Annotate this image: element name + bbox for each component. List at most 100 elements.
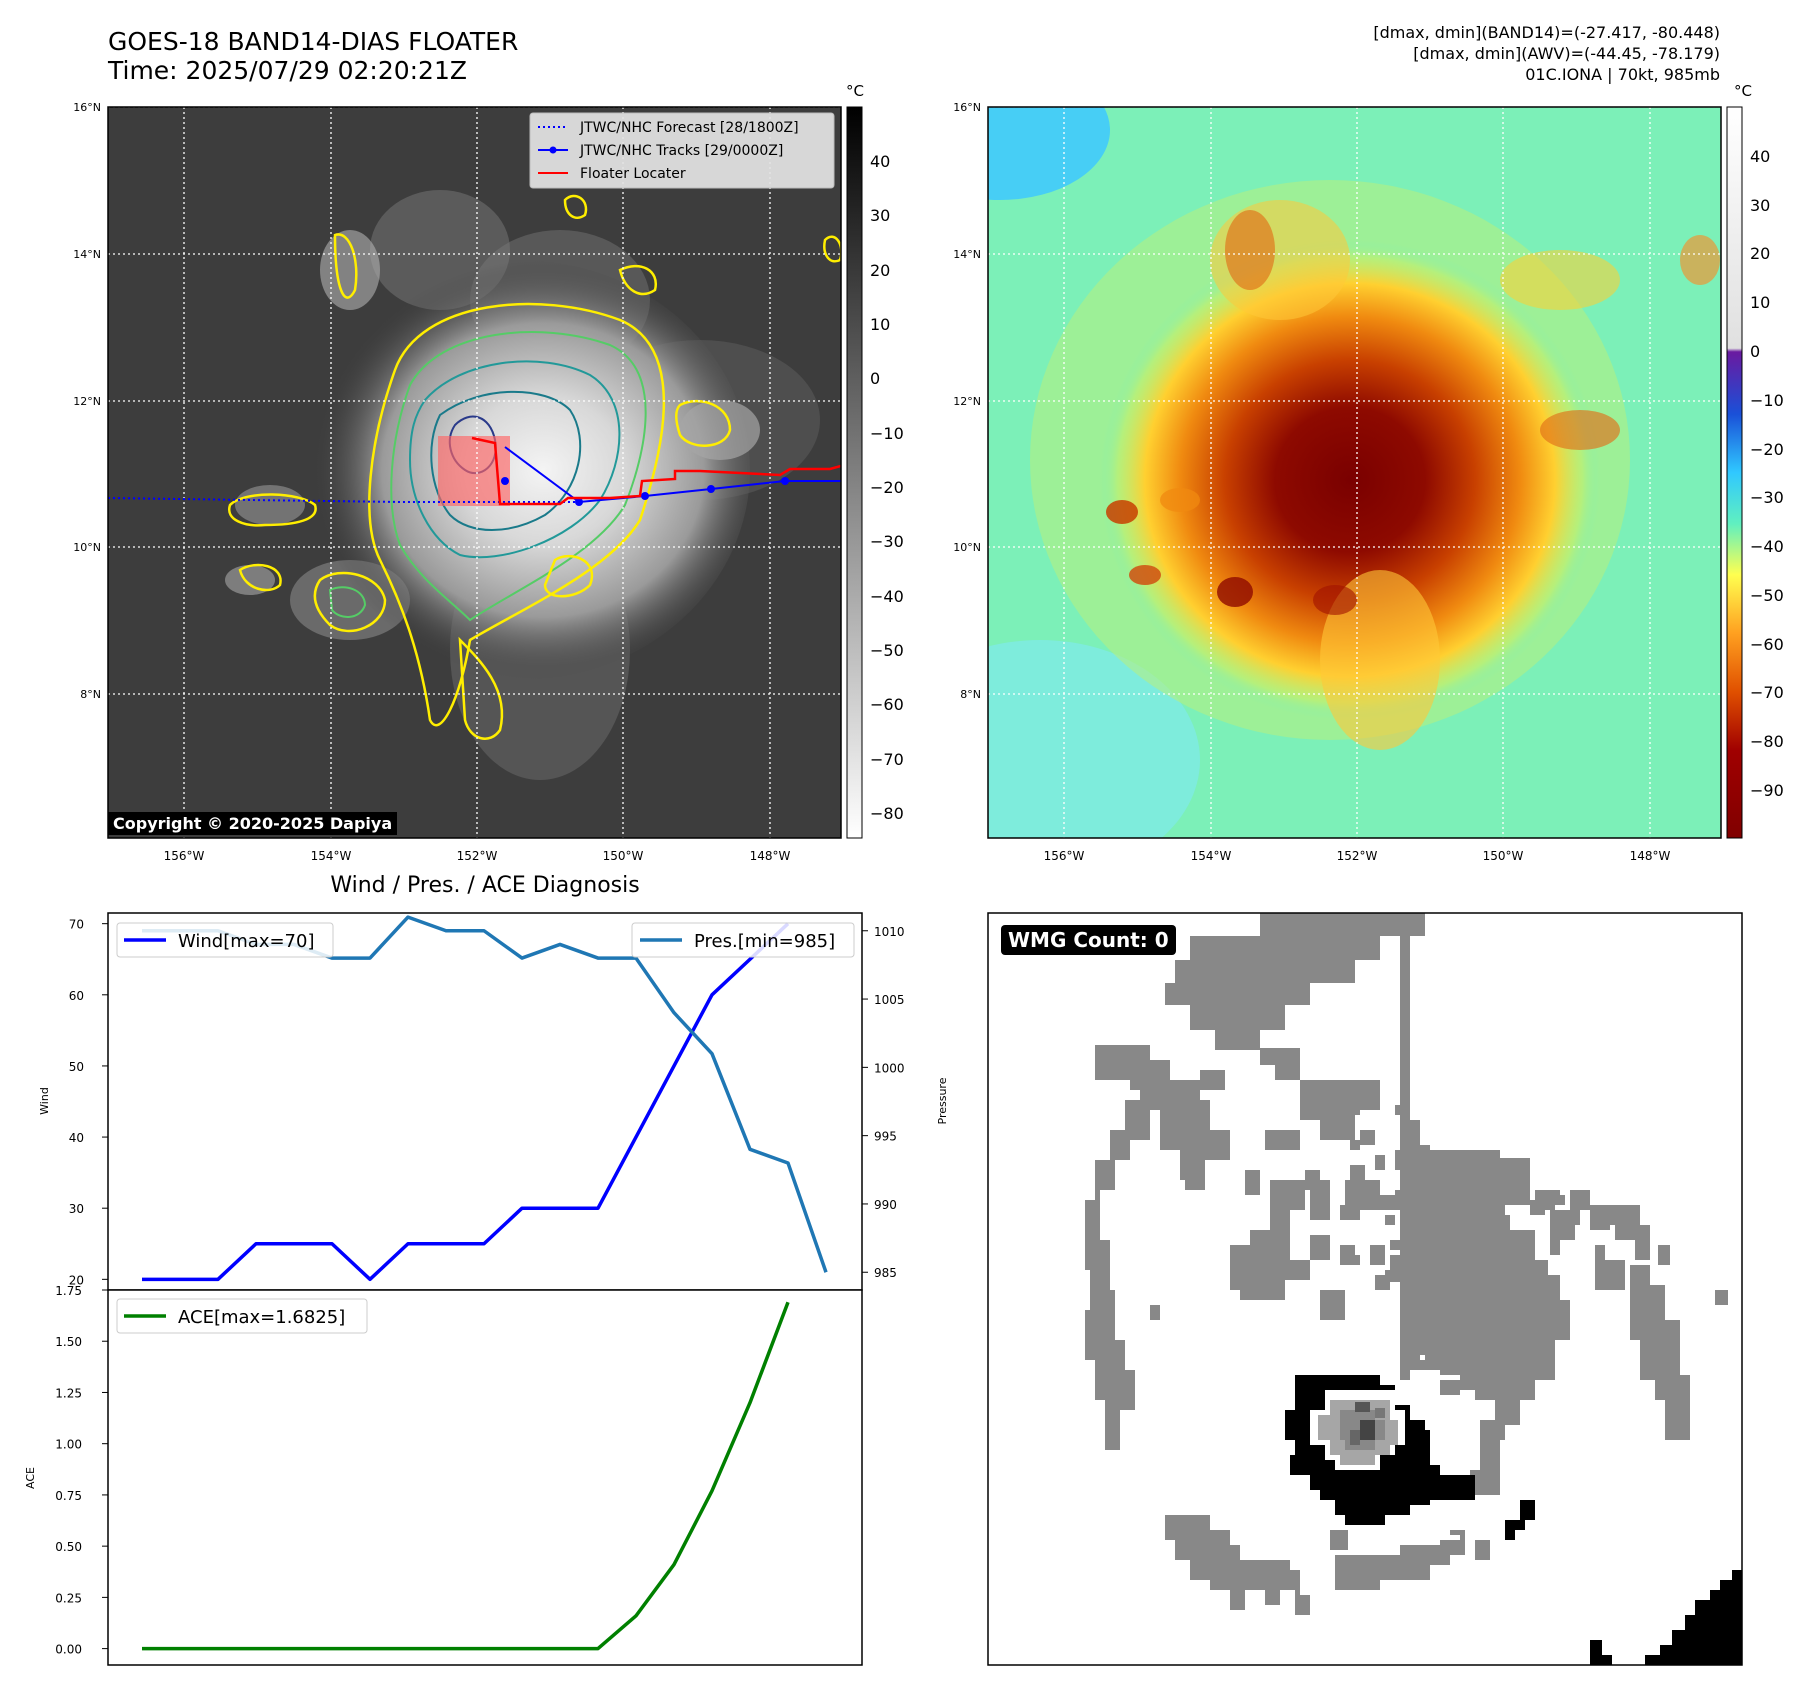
ir-lon-tick: 156°W <box>164 849 205 863</box>
ace-lines <box>142 1301 790 1651</box>
awv-colorbar-tick: −60 <box>1750 635 1784 654</box>
band14-range: [dmax, dmin](BAND14)=(-27.417, -80.448) <box>1373 23 1720 42</box>
awv-lon-tick: 156°W <box>1044 849 1085 863</box>
ir-colorbar-ramp <box>846 106 863 839</box>
pressure-tick-label: 1010 <box>874 925 905 939</box>
ir-colorbar-tick: −50 <box>870 641 904 660</box>
ace-tick-label: 1.50 <box>55 1335 82 1349</box>
observed-track <box>504 446 841 504</box>
ir-colorbar-tick: 0 <box>870 369 880 388</box>
ir-lon-ticks: 156°W 154°W 152°W 150°W 148°W <box>164 849 791 863</box>
wind-legend-label: Wind[max=70] <box>178 931 315 952</box>
awv-colorbar-unit: °C <box>1734 82 1752 100</box>
ir-lon-tick: 150°W <box>603 849 644 863</box>
awv-lat-tick: 12°N <box>953 395 981 408</box>
awv-colorbar-tick: −20 <box>1750 440 1784 459</box>
ir-lat-tick: 12°N <box>73 395 101 408</box>
ir-map-frame <box>107 106 842 839</box>
ir-colorbar-tick: 30 <box>870 206 890 225</box>
ir-colorbar-tick: 40 <box>870 152 890 171</box>
copyright-label: Copyright © 2020-2025 Dapiya <box>108 812 398 835</box>
awv-lon-ticks: 156°W 154°W 152°W 150°W 148°W <box>1044 849 1671 863</box>
wmg-count-badge: WMG Count: 0 <box>1001 925 1176 955</box>
ir-lat-tick: 10°N <box>73 541 101 554</box>
wind-pressure-chart: Wind / Pres. / ACE Diagnosis 70 60 50 40 30 2… <box>38 873 949 1291</box>
awv-colorbar-ramp <box>1726 106 1743 839</box>
wind-axis-label: Wind <box>38 1087 51 1115</box>
wind-tick-label: 60 <box>69 989 84 1003</box>
awv-colorbar-tick: −80 <box>1750 732 1784 751</box>
ir-legend-box <box>529 112 835 189</box>
ace-legend-label: ACE[max=1.6825] <box>178 1307 345 1328</box>
ir-lon-tick: 148°W <box>750 849 791 863</box>
awv-lon-tick: 150°W <box>1483 849 1524 863</box>
wind-tick-label: 70 <box>69 918 84 932</box>
ace-tick-label: 0.75 <box>55 1489 82 1503</box>
ir-colorbar-unit: °C <box>846 82 864 100</box>
awv-range: [dmax, dmin](AWV)=(-44.45, -78.179) <box>1413 44 1720 63</box>
ir-lat-tick: 8°N <box>80 688 101 701</box>
awv-colorbar-tick: −90 <box>1750 781 1784 800</box>
ir-colorbar-tick: −20 <box>870 478 904 497</box>
ir-colorbar-tick: −10 <box>870 424 904 443</box>
ace-tick-label: 0.25 <box>55 1591 82 1605</box>
pressure-tick-label: 990 <box>874 1198 897 1212</box>
awv-lat-ticks: 16°N 14°N 12°N 10°N 8°N <box>953 101 981 701</box>
awv-colorbar-tick: −40 <box>1750 537 1784 556</box>
wind-series-line <box>142 922 790 1282</box>
wmg-eye-cells <box>1310 1390 1405 1470</box>
wind-legend-box <box>116 922 334 958</box>
ir-map-panel: 16°N 14°N 12°N 10°N 8°N 156°W 154°W 152°… <box>73 101 842 863</box>
wind-tick-label: 30 <box>69 1202 84 1216</box>
ir-colorbar-tick: 10 <box>870 315 890 334</box>
awv-lon-tick: 152°W <box>1337 849 1378 863</box>
ir-colorbar-tick: −40 <box>870 587 904 606</box>
ir-tracks <box>108 436 841 506</box>
awv-moisture-field <box>988 107 1720 838</box>
ace-frame <box>107 1289 863 1666</box>
pressure-axis-label: Pressure <box>936 1077 949 1124</box>
awv-lon-tick: 154°W <box>1191 849 1232 863</box>
legend-forecast-label: JTWC/NHC Forecast [28/1800Z] <box>579 120 799 136</box>
pressure-legend: Pres.[min=985] <box>631 922 855 958</box>
ir-lat-tick: 16°N <box>73 101 101 114</box>
awv-map-frame <box>987 106 1722 839</box>
ir-colorbar-tick: 20 <box>870 261 890 280</box>
ir-colorbar-tick: −30 <box>870 532 904 551</box>
awv-map-panel: 16°N 14°N 12°N 10°N 8°N 156°W 154°W 152°… <box>953 101 1722 863</box>
awv-colorbar-tick: −50 <box>1750 586 1784 605</box>
awv-colorbar-tick: 40 <box>1750 147 1770 166</box>
awv-colorbar-tick: 20 <box>1750 244 1770 263</box>
ace-legend: ACE[max=1.6825] <box>116 1298 368 1334</box>
ir-gridlines <box>108 107 841 838</box>
pressure-tick-label: 1000 <box>874 1061 905 1075</box>
ace-axis-label: ACE <box>24 1467 37 1489</box>
awv-gridlines <box>988 107 1721 838</box>
pressure-tick-label: 995 <box>874 1130 897 1144</box>
floater-locater-track <box>471 436 841 506</box>
ace-tick-label: 0.50 <box>55 1540 82 1554</box>
ir-colorbar-ticks: 40 30 20 10 0 −10 −20 −30 −40 −50 −60 −7… <box>870 152 904 823</box>
ir-colorbar-tick: −80 <box>870 804 904 823</box>
awv-lat-tick: 8°N <box>960 688 981 701</box>
pressure-axis-ticks: 1010 1005 1000 995 990 985 <box>862 925 905 1280</box>
awv-colorbar-tick: 0 <box>1750 342 1760 361</box>
legend-floater-label: Floater Locater <box>580 166 686 182</box>
ir-legend: JTWC/NHC Forecast [28/1800Z] JTWC/NHC Tr… <box>529 112 835 189</box>
ir-colorbar: °C 40 30 20 10 0 −10 −20 −30 −40 −50 −60… <box>846 82 904 839</box>
pressure-legend-box <box>631 922 855 958</box>
awv-colorbar-ticks: 40 30 20 10 0 −10 −20 −30 −40 −50 −60 −7… <box>1750 147 1784 800</box>
ace-tick-label: 1.25 <box>55 1386 82 1400</box>
awv-colorbar-tick: −70 <box>1750 683 1784 702</box>
ace-tick-label: 1.00 <box>55 1438 82 1452</box>
ir-colorbar-tick: −70 <box>870 750 904 769</box>
ir-colorbar-tick: −60 <box>870 695 904 714</box>
legend-tracks-marker <box>549 146 557 154</box>
figure-title: GOES-18 BAND14-DIAS FLOATER <box>108 27 519 56</box>
wmg-cells <box>1085 913 1742 1665</box>
ace-tick-label: 1.75 <box>55 1284 82 1298</box>
wind-tick-label: 50 <box>69 1060 84 1074</box>
awv-lon-tick: 148°W <box>1630 849 1671 863</box>
ir-lon-tick: 154°W <box>311 849 352 863</box>
